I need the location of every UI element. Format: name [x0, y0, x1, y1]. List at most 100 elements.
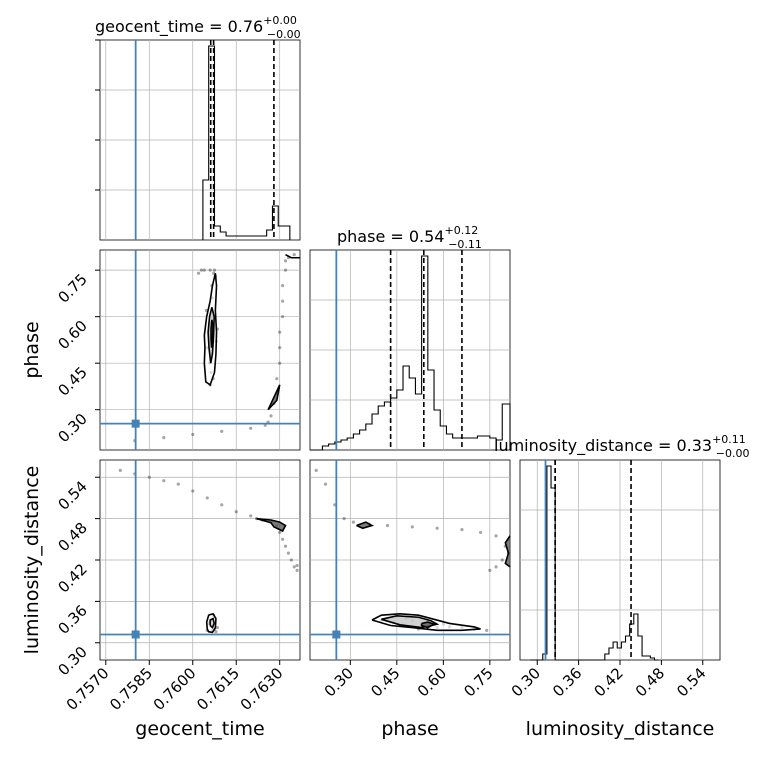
sample-point	[234, 510, 238, 514]
xlabel-phase: phase	[381, 718, 438, 740]
ylabel-luminosity-distance: luminosity_distance	[21, 466, 43, 655]
truth-marker	[332, 630, 341, 639]
contour-line-3	[267, 384, 281, 411]
sample-point	[162, 435, 166, 440]
y-tick-label: 0.30	[54, 410, 90, 446]
xlabel-luminosity-distance: luminosity_distance	[526, 718, 715, 740]
sample-point	[283, 268, 288, 272]
sample-point	[410, 525, 414, 529]
sample-point	[147, 475, 151, 479]
sample-point	[342, 517, 346, 521]
hist-geocent-time-panel	[99, 39, 301, 241]
scatter-phase-vs-luminosity-distance	[310, 460, 511, 660]
scatter-geocent-time-vs-luminosity-distance	[100, 460, 300, 660]
x-tick-label: 0.7615	[193, 664, 243, 714]
title-geocent-time: geocent_time = 0.76+0.00 −0.00	[95, 14, 301, 41]
sample-point	[269, 414, 273, 418]
sample-point	[249, 426, 253, 430]
title-phase: phase = 0.54+0.12 −0.11	[337, 224, 482, 251]
sample-point	[485, 628, 489, 632]
hist-luminosity-distance	[520, 460, 720, 661]
sample-point	[286, 551, 291, 555]
contour-line-4	[285, 253, 300, 259]
ylabel-phase: phase	[21, 321, 43, 378]
xlabel-geocent-time: geocent_time	[135, 718, 264, 740]
scatter-phase-ld-panel	[309, 459, 511, 661]
sample-point	[196, 271, 201, 275]
hist-step-geocent-time	[202, 45, 291, 240]
sample-point	[191, 489, 195, 493]
sample-point	[176, 482, 180, 486]
scatter-geocent-time-vs-phase	[100, 250, 300, 450]
sample-point	[385, 523, 390, 528]
y-tick-label: 0.54	[54, 477, 90, 513]
title-ld-minus: −0.00	[716, 447, 750, 460]
sample-point	[295, 563, 299, 568]
sample-point	[281, 537, 285, 541]
sample-point	[220, 503, 224, 507]
scatter-geocent-phase-panel	[99, 249, 301, 451]
sample-point	[281, 299, 285, 303]
sample-point	[278, 361, 282, 365]
title-geocent-time-plus: +0.00	[263, 14, 297, 27]
sample-point	[283, 544, 288, 548]
sample-point	[435, 526, 439, 530]
x-tick-label: 0.30	[508, 664, 544, 700]
title-ld-plus: +0.11	[712, 433, 746, 446]
contour-line-2	[420, 621, 437, 629]
scatter-geocent-ld-panel	[99, 459, 301, 661]
sample-point	[162, 479, 166, 483]
sample-point	[199, 268, 204, 272]
sample-point	[292, 253, 296, 257]
x-tick-label: 0.36	[549, 664, 585, 700]
sample-point	[202, 268, 206, 272]
contour-line-4	[504, 535, 511, 568]
sample-point	[460, 528, 464, 532]
x-tick-label: 0.48	[632, 664, 668, 700]
x-tick-label: 0.7630	[237, 664, 287, 714]
sample-point	[478, 530, 483, 535]
sample-point	[351, 520, 356, 524]
sample-point	[214, 630, 218, 634]
sample-point	[283, 259, 288, 263]
y-tick-label: 0.42	[54, 560, 90, 596]
truth-marker	[131, 419, 140, 428]
sample-point	[278, 346, 282, 350]
y-tick-label: 0.45	[54, 363, 90, 399]
truth-marker	[131, 630, 140, 639]
x-tick-label: 0.30	[321, 664, 357, 700]
sample-point	[494, 565, 498, 569]
sample-point	[278, 530, 282, 535]
hist-phase	[310, 250, 511, 451]
sample-point	[295, 568, 299, 572]
sample-point	[275, 377, 279, 381]
title-luminosity-distance: luminosity_distance = 0.33+0.11 −0.00	[494, 433, 750, 460]
x-tick-label: 0.60	[414, 664, 450, 700]
y-tick-label: 0.30	[54, 643, 90, 679]
sample-point	[215, 625, 219, 630]
sample-point	[249, 514, 253, 518]
sample-point	[205, 496, 209, 500]
contour-line-3	[356, 521, 375, 530]
sample-point	[314, 468, 318, 472]
sample-point	[212, 268, 217, 272]
x-tick-label: 0.42	[590, 664, 626, 700]
x-tick-label: 0.75	[460, 664, 496, 700]
sample-point	[292, 565, 296, 569]
y-tick-label: 0.75	[54, 270, 90, 306]
x-tick-label: 0.45	[367, 664, 403, 700]
sample-point	[281, 284, 285, 288]
sample-point	[278, 330, 282, 334]
sample-point	[494, 534, 498, 538]
title-phase-plus: +0.12	[444, 224, 478, 237]
contour-line-1	[209, 617, 216, 629]
sample-point	[208, 268, 212, 272]
sample-point	[220, 429, 224, 433]
y-tick-label: 0.36	[54, 601, 90, 637]
sample-point	[488, 568, 492, 572]
hist-geocent-time	[100, 40, 300, 240]
x-tick-label: 0.7600	[150, 664, 200, 714]
x-tick-label: 0.7585	[106, 664, 156, 714]
